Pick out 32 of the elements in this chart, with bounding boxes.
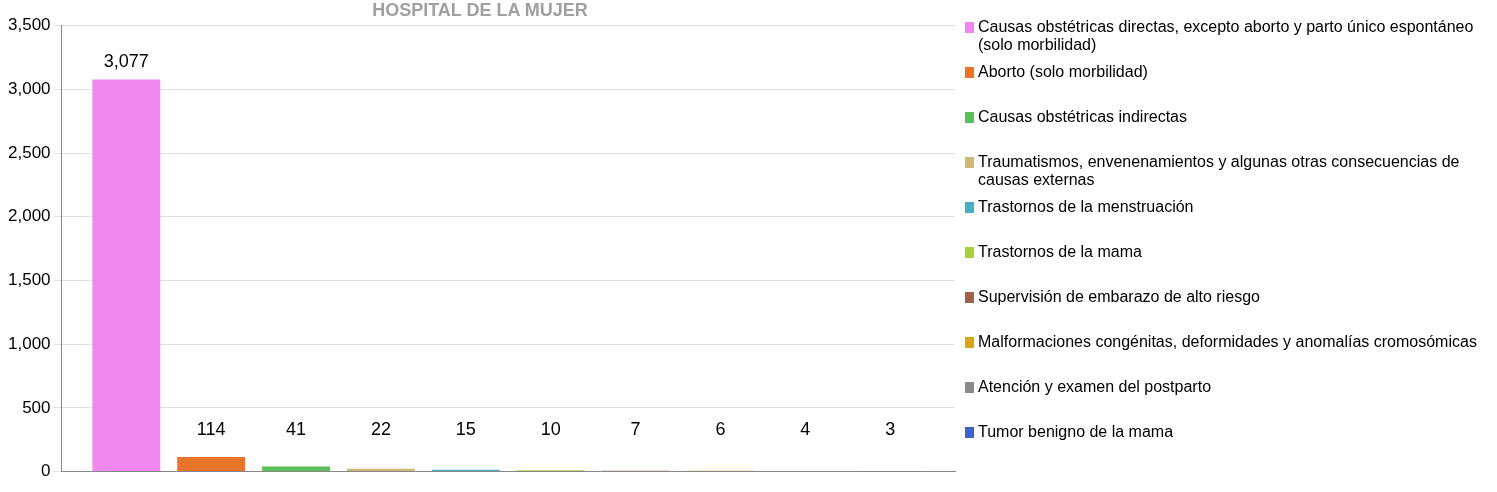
bar xyxy=(177,457,246,472)
y-tick-label: 2,000 xyxy=(7,206,51,226)
data-label: 22 xyxy=(370,418,391,439)
data-label: 3,077 xyxy=(103,51,149,72)
bar xyxy=(92,79,161,472)
y-tick-label: 3,500 xyxy=(7,15,51,35)
legend-label: Supervisión de embarazo de alto riesgo xyxy=(978,288,1260,306)
bar xyxy=(262,466,331,472)
legend-label: Trastornos de la menstruación xyxy=(978,198,1194,216)
y-tick-label: 3,000 xyxy=(7,79,51,98)
y-tick-label: 0 xyxy=(41,461,51,481)
legend-label: Traumatismos, envenenamientos y algunas otras consecuencias de causas externas xyxy=(978,153,1461,189)
data-label: 41 xyxy=(286,418,307,439)
legend-label: Atención y examen del postparto xyxy=(978,378,1212,396)
legend-label: Aborto (solo morbilidad) xyxy=(978,63,1148,81)
data-label: 15 xyxy=(455,418,476,439)
y-tick-label: 500 xyxy=(22,397,51,417)
data-label: 10 xyxy=(540,418,561,439)
data-label: 7 xyxy=(630,418,641,439)
data-label: 4 xyxy=(800,418,811,439)
legend-label: Causas obstétricas indirectas xyxy=(978,108,1187,126)
data-label: 114 xyxy=(196,418,226,439)
data-label: 3 xyxy=(885,418,896,439)
data-label: 6 xyxy=(715,418,726,439)
y-tick-label: 1,000 xyxy=(7,333,51,353)
y-tick-label: 2,500 xyxy=(7,142,51,162)
legend-label: Tumor benigno de la mama xyxy=(978,423,1174,441)
legend-label: Malformaciones congénitas, deformidades y anomalías cromosómicas xyxy=(978,333,1477,351)
legend-label: Causas obstétricas directas, excepto aborto y parto único espontáneo (solo morbilidad) xyxy=(978,18,1475,54)
chart-title: HOSPITAL DE LA MUJER xyxy=(372,0,588,20)
y-tick-label: 1,500 xyxy=(7,270,51,290)
legend-label: Trastornos de la mama xyxy=(978,243,1142,261)
